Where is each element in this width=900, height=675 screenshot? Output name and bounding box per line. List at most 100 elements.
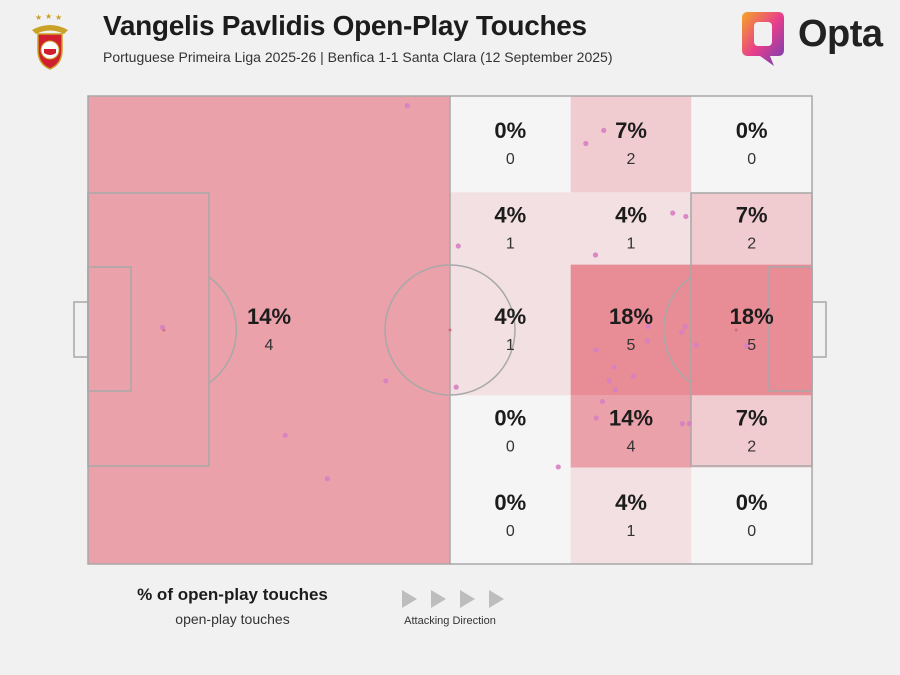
zone-count-label: 1 (506, 235, 515, 252)
zone-percent-label: 4% (615, 202, 647, 227)
play-arrow-icon (431, 590, 446, 608)
play-arrow-icon (489, 590, 504, 608)
zone-count-label: 0 (506, 151, 515, 168)
svg-text:★: ★ (45, 12, 52, 21)
touch-dot (592, 252, 599, 258)
zone-percent-label: 7% (736, 406, 768, 431)
zone-percent-label: 4% (494, 304, 526, 329)
svg-text:★: ★ (55, 13, 62, 22)
touch-dot (682, 323, 688, 330)
benfica-crest-icon: ★ ★ ★ (32, 12, 68, 70)
touch-dots (159, 103, 750, 482)
heatmap-zone (570, 264, 692, 396)
touch-dot (606, 378, 612, 384)
zones-layer (88, 96, 812, 564)
touch-dot (282, 432, 288, 438)
zone-percent-label: 7% (736, 202, 768, 227)
chart-title: Vangelis Pavlidis Open-Play Touches (103, 10, 587, 41)
heatmap-zone (691, 264, 812, 396)
touch-dot (601, 127, 607, 134)
heatmap-zone (450, 395, 571, 468)
legend-subtitle: open-play touches (175, 611, 290, 627)
touch-dot (612, 387, 619, 393)
touch-dot (683, 213, 689, 220)
heatmap-zone (570, 192, 692, 265)
zone-count-label: 1 (506, 337, 515, 354)
zone-count-label: 0 (506, 439, 515, 456)
chart-subtitle: Portuguese Primeira Liga 2025-26 | Benfi… (103, 49, 613, 65)
heatmap-zone (691, 96, 812, 193)
zone-count-label: 0 (506, 523, 515, 540)
touch-dot (693, 342, 699, 348)
heatmap-zone (88, 96, 450, 564)
touch-dot (593, 347, 599, 353)
zone-percent-label: 14% (247, 304, 291, 329)
touch-dot (453, 384, 459, 390)
zone-count-label: 5 (747, 337, 756, 354)
heatmap-pitch: 14%40%07%20%04%14%17%24%118%518%50%014%4… (73, 95, 827, 565)
touch-dot (743, 343, 750, 349)
heatmap-zone (450, 264, 571, 396)
play-arrow-icon (460, 590, 475, 608)
right-goal (811, 301, 827, 358)
zone-count-label: 2 (747, 439, 756, 456)
zone-count-label: 1 (627, 523, 636, 540)
zone-percent-label: 4% (615, 490, 647, 515)
attacking-direction-label: Attacking Direction (404, 615, 496, 627)
zone-count-label: 4 (627, 439, 636, 456)
heatmap-zone (691, 192, 812, 265)
heatmap-zone (570, 395, 692, 468)
touch-dot (611, 364, 617, 370)
right-penalty-arc (662, 276, 692, 384)
touch-dot (555, 464, 561, 470)
zone-percent-label: 18% (730, 304, 774, 329)
svg-text:★: ★ (35, 13, 42, 22)
zone-count-label: 1 (627, 235, 636, 252)
left-penalty-arc (208, 276, 238, 384)
heatmap-zone (691, 395, 812, 468)
touch-dot (679, 421, 685, 427)
touch-dot (679, 329, 685, 335)
play-arrow-icon (402, 590, 417, 608)
zone-percent-label: 0% (494, 118, 526, 143)
heatmap-zone (450, 192, 571, 265)
zone-percent-label: 0% (494, 490, 526, 515)
zone-count-label: 2 (747, 235, 756, 252)
touch-dot (599, 398, 605, 405)
touch-dot (455, 243, 461, 249)
zone-percent-label: 0% (494, 406, 526, 431)
zone-percent-label: 0% (736, 118, 768, 143)
zone-count-label: 0 (747, 523, 756, 540)
zone-percent-label: 0% (736, 490, 768, 515)
touch-dot (630, 373, 637, 379)
zone-percent-label: 4% (494, 202, 526, 227)
opta-logo-icon (742, 12, 784, 66)
pitch-spot (734, 328, 738, 332)
touch-dot (645, 323, 651, 330)
touch-dot (686, 421, 692, 427)
touch-dot (593, 415, 599, 421)
zone-labels: 14%40%07%20%04%14%17%24%118%518%50%014%4… (247, 118, 774, 540)
heatmap-zone (450, 467, 571, 564)
opta-logo-text: Opta (798, 13, 883, 55)
legend-title: % of open-play touches (137, 585, 328, 604)
touch-dot (383, 378, 389, 384)
heatmap-zone (570, 96, 692, 193)
touch-dot (670, 210, 676, 216)
heatmap-zone (570, 467, 692, 564)
left-goal (73, 301, 89, 358)
attacking-direction-arrows (402, 590, 504, 608)
touch-dot (159, 324, 166, 330)
pitch-spot (448, 328, 452, 332)
zone-count-label: 5 (627, 337, 636, 354)
zone-percent-label: 18% (609, 304, 653, 329)
touch-dot (644, 338, 650, 344)
zone-count-label: 0 (747, 151, 756, 168)
centre-circle (384, 264, 516, 396)
zone-percent-label: 14% (609, 406, 653, 431)
heatmap-zone (691, 467, 812, 564)
touch-dot (324, 476, 330, 482)
zone-count-label: 4 (265, 337, 274, 354)
zone-percent-label: 7% (615, 118, 647, 143)
heatmap-zone (450, 96, 571, 193)
